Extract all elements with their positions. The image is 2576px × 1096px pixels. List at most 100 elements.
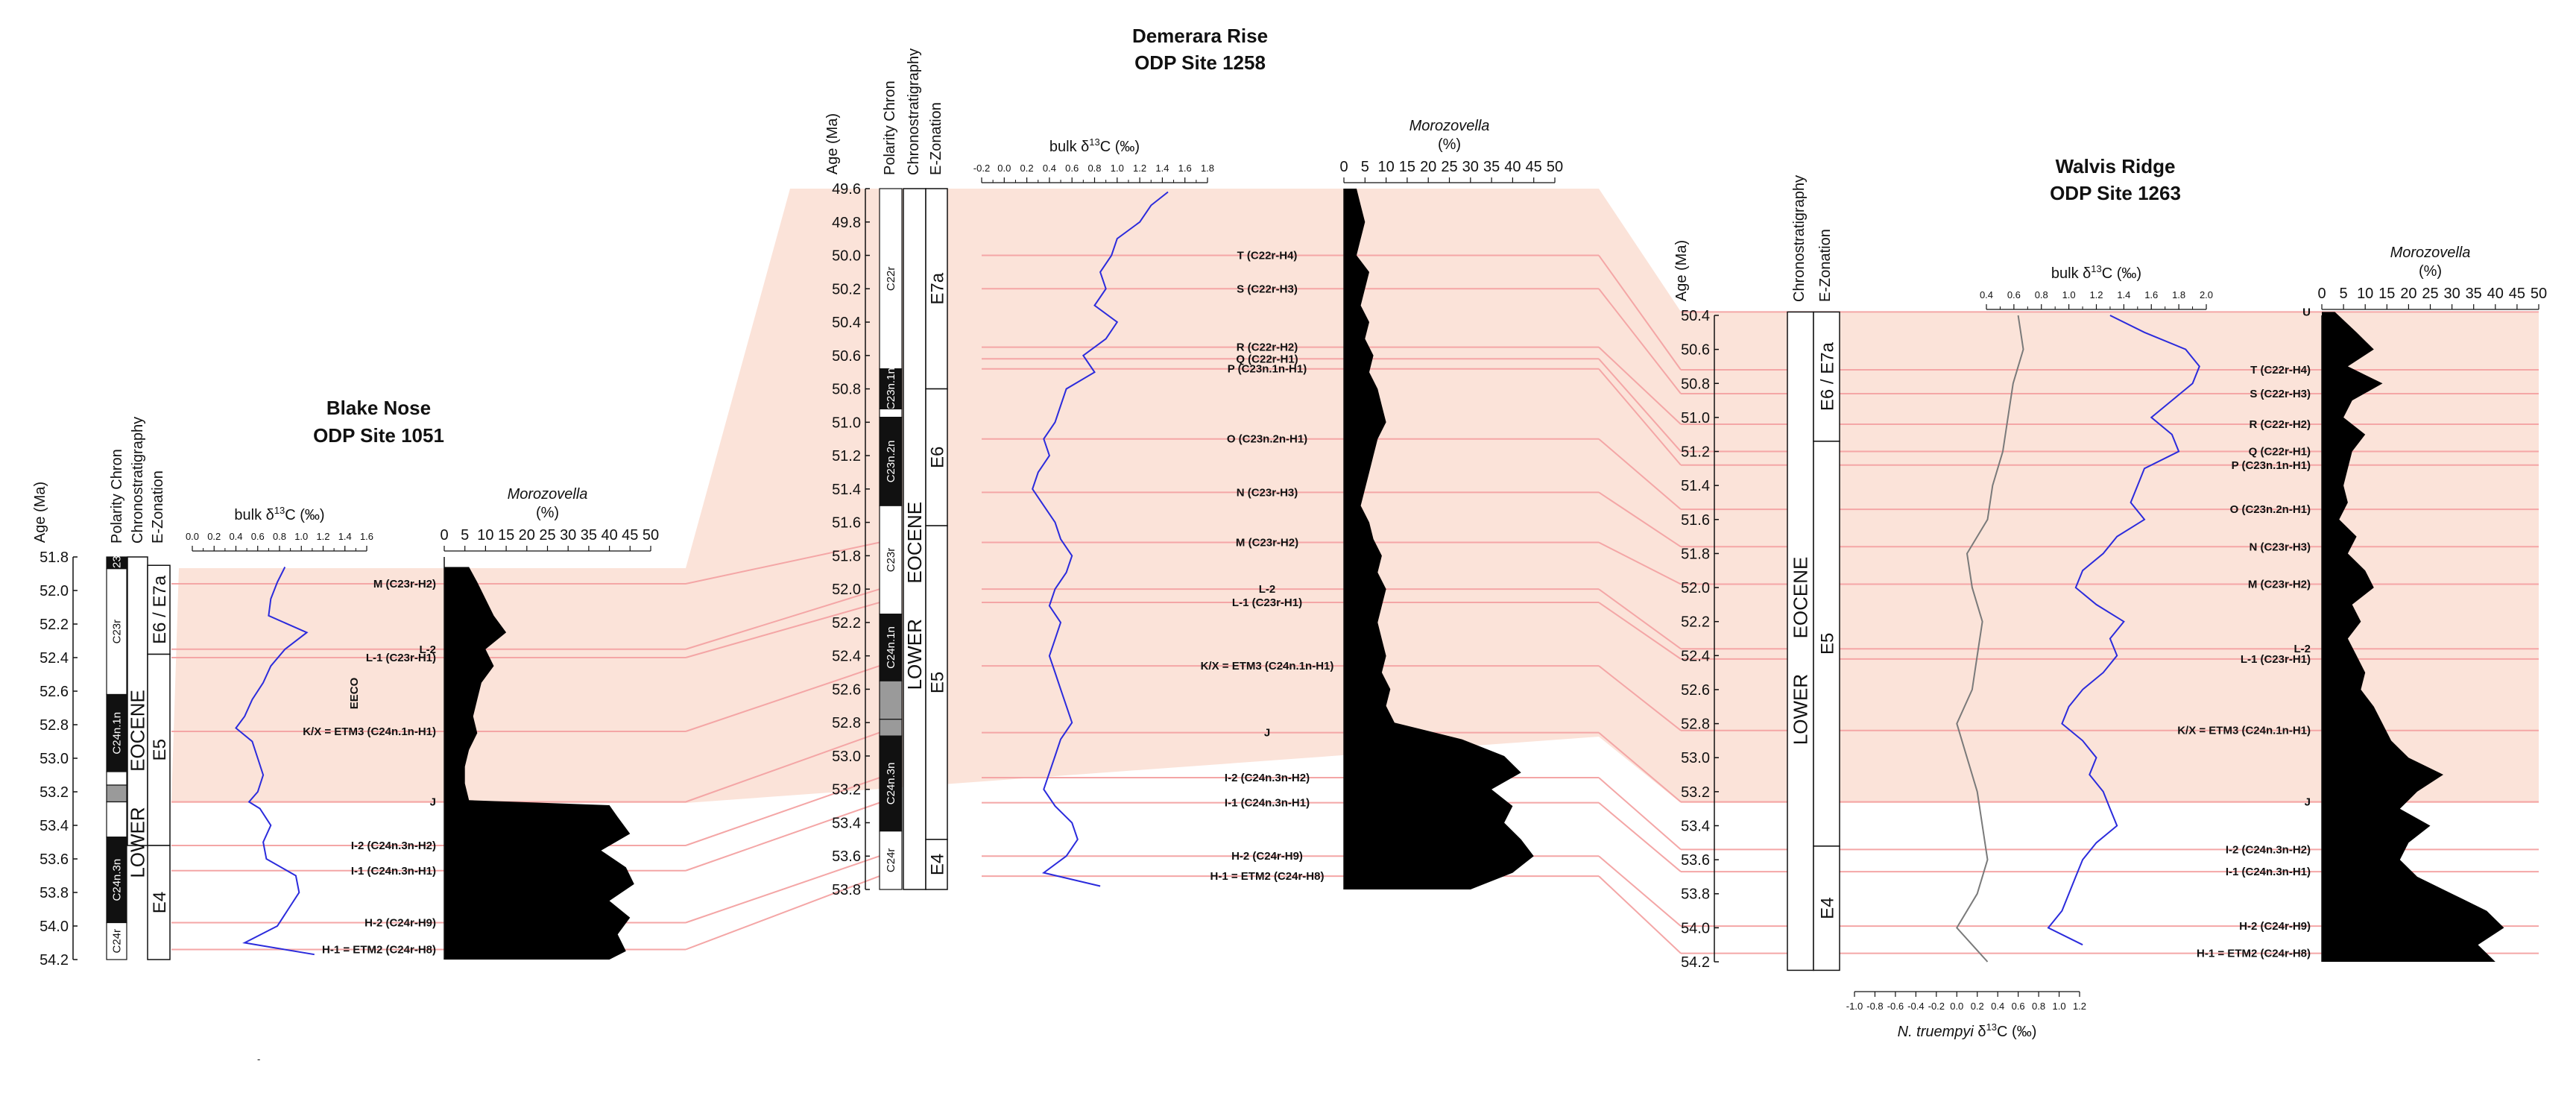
event-connector-left [685, 541, 880, 585]
column-header: Chronostratigraphy [130, 417, 146, 544]
morozovella-area [1344, 189, 1534, 889]
event-connector-left [685, 801, 880, 872]
morozovella-tick-label: 0 [2317, 286, 2326, 302]
chronostratigraphy-label: LOWER [903, 619, 926, 690]
chron-block [879, 417, 903, 506]
chronostratigraphy-label: EOCENE [903, 502, 926, 584]
event-label: S (C22r-H3) [1237, 283, 1298, 295]
age-tick-label: 54.0 [40, 919, 69, 935]
age-tick-label: 52.4 [1681, 648, 1710, 664]
d13c-tick-label: -0.2 [973, 163, 990, 174]
d13c-tick-label: 1.0 [294, 531, 308, 542]
d13c-tick-label: 0.0 [997, 163, 1011, 174]
age-tick-label: 51.4 [832, 482, 861, 498]
age-tick-label: 51.8 [1681, 546, 1710, 562]
event-connector-left [685, 875, 880, 951]
d13c-tick-label: 1.2 [316, 531, 329, 542]
column-header: Chronostratigraphy [1791, 175, 1808, 302]
morozovella-tick-label: 25 [539, 527, 555, 544]
morozovella-area [2322, 312, 2504, 962]
truempyi-tick-label: -1.0 [1846, 1001, 1863, 1012]
event-label: M (C23r-H2) [373, 578, 436, 590]
d13c-tick-label: 1.6 [1178, 163, 1192, 174]
chron-block [879, 735, 903, 832]
zone-label: E4 [150, 892, 170, 913]
chron-block [106, 922, 127, 960]
truempyi-tick-label: -0.4 [1907, 1001, 1924, 1012]
age-tick-label: 50.6 [832, 348, 861, 365]
chron-label: C24r [111, 929, 124, 954]
age-tick-label: 53.0 [1681, 750, 1710, 766]
morozovella-tick-label: 35 [2466, 286, 2482, 302]
event-connector-right [1598, 731, 1682, 803]
event-connector-right [1598, 346, 1682, 425]
event-label: O (C23n.2n-H1) [1227, 433, 1307, 446]
event-connector-left [685, 588, 880, 650]
age-tick-label: 49.8 [832, 215, 861, 231]
morozovella-tick-label: 30 [560, 527, 576, 544]
d13c-tick-label: 1.2 [2089, 289, 2103, 300]
d13c-tick-label: 2.0 [2200, 289, 2213, 300]
chron-block [106, 771, 127, 786]
event-label: L-1 (C23r-H1) [2241, 653, 2311, 666]
zone-label: E7a [928, 272, 948, 304]
morozovella-tick-label: 25 [1441, 159, 1457, 175]
age-tick-label: 53.6 [40, 851, 69, 868]
age-tick-label: 53.6 [832, 848, 861, 865]
age-tick-label: 52.8 [40, 717, 69, 734]
d13c-tick-label: 1.8 [2172, 289, 2185, 300]
event-label: N (C23r-H3) [1237, 486, 1298, 499]
age-tick-label: 52.6 [40, 684, 69, 700]
event-label: J [1264, 727, 1270, 740]
event-label: H-2 (C24r-H9) [1231, 850, 1303, 863]
event-label: N (C23r-H3) [2249, 541, 2311, 553]
event-label: R (C22r-H2) [2249, 418, 2311, 431]
zone-block [925, 839, 948, 890]
chron-block [879, 680, 903, 720]
d13c-tick-label: 0.2 [1020, 163, 1034, 174]
truempyi-tick-label: 1.2 [2073, 1001, 2086, 1012]
event-label: L-2 [2294, 643, 2311, 655]
d13c-tick-label: 1.4 [2117, 289, 2130, 300]
chronostratigraphy-column [1787, 311, 1814, 971]
chronostratigraphy-label: LOWER [1790, 674, 1812, 745]
event-label: U [2302, 306, 2311, 318]
event-connector-left [685, 665, 880, 732]
column-header: Polarity Chron [109, 449, 125, 544]
zone-label: E4 [928, 854, 948, 875]
age-axis-title: Age (Ma) [824, 113, 841, 174]
column-header: E-Zonation [150, 470, 166, 544]
event-label: I-1 (C24n.3n-H1) [351, 865, 436, 878]
age-tick-label: 54.2 [40, 952, 69, 969]
age-tick-label: 51.6 [832, 515, 861, 532]
site-title: Demerara Rise [1132, 25, 1268, 47]
chron-label: C24n.1n [111, 712, 124, 755]
event-label: I-2 (C24n.3n-H2) [351, 840, 436, 852]
chron-block [879, 719, 903, 737]
morozovella-axis-unit: (%) [2419, 263, 2442, 280]
event-label: S (C22r-H3) [2250, 388, 2311, 400]
morozovella-tick-label: 10 [2357, 286, 2373, 302]
d13c-tick-label: 0.8 [2035, 289, 2048, 300]
truempyi-tick-label: 1.0 [2053, 1001, 2066, 1012]
age-tick-label: 53.4 [40, 818, 69, 834]
age-tick-label: 54.0 [1681, 920, 1710, 936]
chron-block [879, 368, 903, 410]
event-label: H-1 = ETM2 (C24r-H8) [1210, 870, 1325, 883]
chron-label: C24n.3n [885, 763, 897, 805]
age-tick-label: 52.2 [40, 617, 69, 633]
zone-block [925, 525, 948, 840]
d13c-axis-title: bulk δ13C (‰) [234, 505, 324, 523]
age-tick-label: 53.6 [1681, 852, 1710, 869]
morozovella-tick-label: 25 [2422, 286, 2438, 302]
morozovella-axis-title: Morozovella [2390, 245, 2471, 261]
event-label: I-1 (C24n.3n-H1) [1225, 797, 1310, 810]
morozovella-tick-label: 45 [1526, 159, 1542, 175]
event-connector-left [685, 855, 880, 924]
morozovella-tick-label: 15 [2378, 286, 2395, 302]
event-label: H-2 (C24r-H9) [2239, 920, 2311, 933]
chronostratigraphy-column [127, 556, 148, 846]
chronostratigraphy-label: EOCENE [1790, 557, 1812, 639]
zone-label: E4 [1818, 897, 1838, 919]
